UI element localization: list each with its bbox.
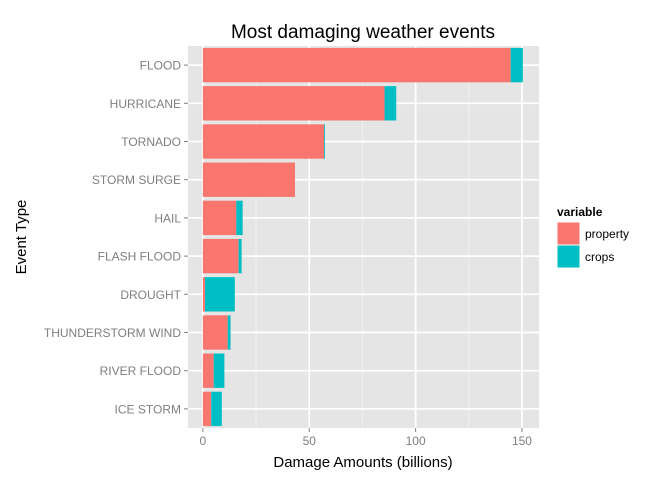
legend-key-crops (556, 244, 581, 269)
y-tick-label: THUNDERSTORM WIND (44, 326, 181, 340)
bar-property-ice-storm (202, 391, 212, 427)
bar-property-drought (202, 277, 206, 312)
bar-property-flood (202, 47, 511, 83)
y-tick-label: DROUGHT (120, 288, 181, 302)
y-axis-label: Event Type (13, 200, 30, 275)
bar-crops-ice-storm (211, 391, 222, 427)
legend-label-crops: crops (585, 250, 614, 264)
y-tick-label: ICE STORM (115, 402, 181, 416)
y-axis-ticks: FLOOD HURRICANE TORNADO STORM SURGE HAIL FLAS… (44, 59, 188, 416)
bar-property-hurricane (202, 86, 385, 121)
bar-crops-drought (205, 277, 235, 312)
x-tick-label: 0 (200, 434, 207, 448)
y-tick-label: HURRICANE (110, 97, 181, 111)
bar-property-tornado (202, 124, 325, 159)
chart-title: Most damaging weather events (231, 22, 495, 43)
x-tick-label: 150 (512, 434, 532, 448)
bar-crops-river-flood (213, 353, 225, 388)
bar-crops-thunderstorm-wind (227, 315, 231, 350)
legend-label-property: property (585, 227, 629, 241)
legend-key-property (556, 221, 581, 246)
bar-property-hail (202, 200, 237, 236)
bar-property-flash-flood (202, 238, 239, 274)
bars-group (202, 47, 523, 427)
bar-property-thunderstorm-wind (202, 315, 228, 350)
x-tick-label: 100 (406, 434, 426, 448)
legend: variable property crops (556, 205, 629, 269)
bar-crops-hail (236, 200, 243, 236)
y-tick-label: TORNADO (121, 135, 181, 149)
bar-crops-flood (510, 47, 523, 83)
y-tick-label: FLASH FLOOD (98, 250, 182, 264)
bar-crops-hurricane (384, 86, 397, 121)
bar-crops-tornado (324, 124, 325, 159)
y-tick-label: RIVER FLOOD (100, 364, 182, 378)
y-tick-label: HAIL (154, 211, 181, 225)
x-axis-label: Damage Amounts (billions) (273, 454, 452, 471)
y-tick-label: FLOOD (140, 59, 182, 73)
y-tick-label: STORM SURGE (92, 173, 181, 187)
bar-property-river-flood (202, 353, 214, 388)
x-axis-ticks: 0 50 100 150 (200, 428, 532, 448)
legend-title: variable (557, 205, 603, 219)
x-tick-label: 50 (303, 434, 317, 448)
bar-property-storm-surge (202, 162, 296, 197)
bar-crops-flash-flood (238, 238, 242, 274)
